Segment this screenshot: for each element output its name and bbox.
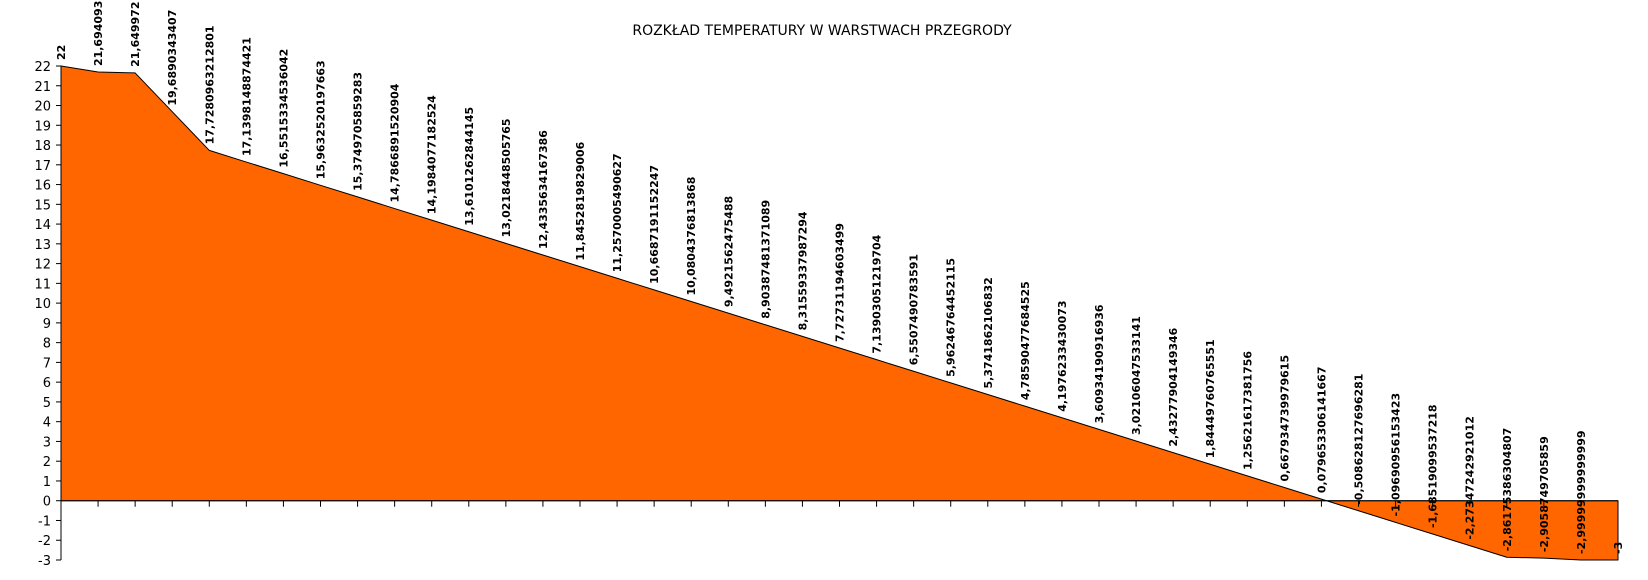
y-tick-label: -2 — [38, 534, 51, 549]
temperature-area — [60, 65, 1619, 561]
data-label: -2,27347242921012 — [1464, 416, 1477, 540]
data-label: -3 — [1612, 542, 1625, 554]
data-label: 14,7866891520904 — [389, 83, 402, 202]
data-label: 7,13903051219704 — [871, 234, 884, 353]
data-label: -1,68519099537218 — [1427, 404, 1440, 528]
y-tick-label: 16 — [34, 179, 51, 194]
data-label: 14,1984077182524 — [426, 95, 439, 214]
data-label: 16,5515334536042 — [277, 49, 290, 168]
axis-layer: -3-2-10123456789101112131415161718192021… — [34, 60, 1619, 569]
data-label: 10,0804376813868 — [685, 177, 698, 296]
y-tick-label: 6 — [43, 376, 51, 391]
y-tick-label: 13 — [34, 238, 51, 253]
data-label: 4,78590477684525 — [1019, 281, 1032, 400]
data-label: 17,1398148874421 — [240, 37, 253, 156]
data-label: 5,3741862106832 — [982, 277, 995, 388]
y-tick-label: 18 — [34, 139, 51, 154]
data-label: 0,079653306141667 — [1315, 367, 1328, 494]
y-tick-label: -1 — [38, 514, 51, 529]
data-label: 11,2570005490627 — [611, 153, 624, 272]
y-tick-label: 21 — [34, 80, 51, 95]
data-label: -1,09690956153423 — [1390, 393, 1403, 517]
y-tick-label: 22 — [34, 60, 51, 75]
data-label: -2,86175386304807 — [1501, 428, 1514, 552]
y-tick-label: 0 — [43, 495, 51, 510]
data-label: 7,72731194603499 — [834, 223, 847, 342]
data-label: 1,84449760765551 — [1204, 339, 1217, 458]
data-label: 17,7280963212801 — [203, 25, 216, 144]
data-label: 2,43277904149346 — [1167, 327, 1180, 446]
data-label: -2,99999999999999 — [1575, 430, 1588, 554]
data-label: 3,02106047533141 — [1130, 316, 1143, 435]
y-tick-label: 5 — [43, 396, 51, 411]
data-label: 19,6890343407 — [166, 10, 179, 106]
y-tick-label: 19 — [34, 119, 51, 134]
area-layer — [60, 65, 1619, 561]
data-label: 21,649972 — [129, 1, 142, 66]
data-label: 12,4335634167386 — [537, 130, 550, 249]
data-label: 8,90387481371089 — [759, 200, 772, 319]
y-tick-label: 11 — [34, 277, 51, 292]
data-label: 9,4921562475488 — [722, 196, 735, 307]
y-tick-label: 1 — [43, 475, 51, 490]
data-label: 5,96246764452115 — [945, 258, 958, 377]
y-tick-label: 10 — [34, 297, 51, 312]
data-label: 1,25621617381756 — [1241, 351, 1254, 470]
y-tick-label: 9 — [43, 317, 51, 332]
data-label: 4,1976233430073 — [1056, 300, 1069, 411]
y-tick-label: 17 — [34, 159, 51, 174]
data-label: 13,6101262844145 — [463, 107, 476, 226]
data-label: 21,694093 — [92, 1, 105, 66]
y-tick-label: 12 — [34, 258, 51, 273]
data-label: -0,508628127696281 — [1353, 374, 1366, 505]
data-label: 8,31559337987294 — [796, 211, 809, 330]
y-tick-label: 7 — [43, 356, 51, 371]
y-tick-label: 15 — [34, 198, 51, 213]
y-tick-label: 4 — [43, 416, 51, 431]
chart-title: ROZKŁAD TEMPERATURY W WARSTWACH PRZEGROD… — [632, 23, 1012, 39]
data-label: 0,667934739979615 — [1278, 355, 1291, 482]
y-tick-label: 3 — [43, 435, 51, 450]
y-tick-label: 20 — [34, 100, 51, 115]
data-label: 6,5507490783591 — [908, 254, 921, 365]
y-tick-label: -3 — [38, 554, 51, 569]
y-tick-label: 8 — [43, 337, 51, 352]
data-label: 13,0218448505765 — [500, 118, 513, 237]
data-label: 10,6687191152247 — [648, 165, 661, 284]
data-label: 15,9632520197663 — [315, 60, 328, 179]
y-tick-label: 2 — [43, 455, 51, 470]
data-label: 11,8452819829006 — [574, 141, 587, 260]
y-tick-label: 14 — [34, 218, 51, 233]
data-label: 15,3749705859283 — [352, 72, 365, 191]
data-label: 22 — [55, 45, 68, 60]
data-label: 3,60934190916936 — [1093, 304, 1106, 423]
data-label-layer: 22 21,694093 21,649972 19,6890343407 17,7280… — [55, 1, 1625, 554]
data-label: -2,9058749705859 — [1538, 436, 1551, 552]
